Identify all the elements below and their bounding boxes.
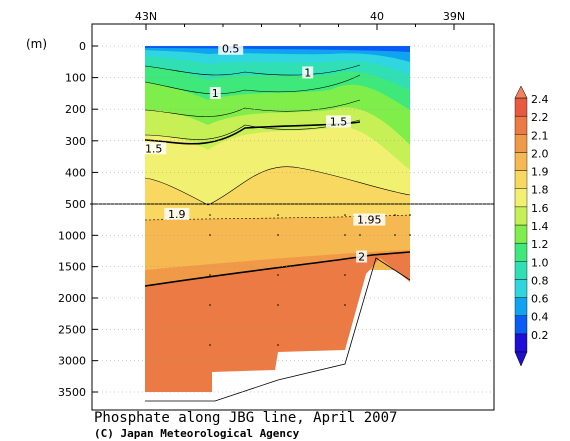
contour-label: 1.5 xyxy=(145,142,163,155)
contour-label: 1.95 xyxy=(357,214,382,227)
colorbar-bottom-arrow xyxy=(514,351,528,367)
colorbar-swatch xyxy=(514,134,528,153)
y-tick-label: 3500 xyxy=(58,386,86,399)
y-unit-label: (m) xyxy=(26,37,47,51)
colorbar: 0.2 0.4 0.6 0.8 1.0 1.2 1.4 1.6 1.8 1.9 2.0 2.1 2.2 2… xyxy=(514,85,549,367)
colorbar-swatch xyxy=(514,170,528,189)
colorbar-swatch xyxy=(514,297,528,316)
colorbar-label: 1.8 xyxy=(531,184,549,197)
contour-label: 1 xyxy=(212,87,219,100)
station-markers xyxy=(209,214,411,346)
colorbar-label: 1.9 xyxy=(531,166,549,179)
contour-label-bg xyxy=(353,213,386,226)
contour-label-bg xyxy=(326,115,351,128)
credit-line: (C) Japan Meteorological Agency xyxy=(94,427,300,440)
y-tick-label: 2000 xyxy=(58,292,86,305)
chart-title: Phosphate along JBG line, April 2007 xyxy=(94,410,397,426)
x-axis: 43N 40 39N xyxy=(135,10,465,30)
y-axis: 0 100 200 300 400 500 1000 1500 2000 2500 3000 3500 xyxy=(58,40,494,399)
colorbar-swatch xyxy=(514,279,528,298)
contour-label: 1 xyxy=(304,66,311,79)
y-tick-label: 0 xyxy=(79,40,86,53)
colorbar-label: 1.0 xyxy=(531,256,549,269)
y-tick-label: 400 xyxy=(65,166,86,179)
y-tick-label: 100 xyxy=(65,72,86,85)
colorbar-label: 0.2 xyxy=(531,329,549,342)
colorbar-swatch xyxy=(514,315,528,335)
contour-label: 2 xyxy=(358,251,365,264)
colorbar-swatch xyxy=(514,261,528,280)
x-tick-label: 40 xyxy=(370,10,384,23)
colorbar-label: 2.1 xyxy=(531,129,549,142)
colorbar-label: 1.6 xyxy=(531,202,549,215)
y-tick-label: 1500 xyxy=(58,261,86,274)
contour-label-bg xyxy=(164,207,190,220)
y-tick-label: 1000 xyxy=(58,229,86,242)
contour-label-bg xyxy=(218,42,244,55)
contour-lines xyxy=(144,64,411,221)
x-tick-label: 39N xyxy=(443,10,465,23)
colorbar-label: 2.0 xyxy=(531,147,549,160)
colorbar-label: 1.2 xyxy=(531,238,549,251)
colorbar-swatch xyxy=(514,188,528,208)
contour-labels: 0.5 1 1 1.5 1.5 1.9 1.95 2 xyxy=(141,42,386,264)
colorbar-label: 0.8 xyxy=(531,274,549,287)
colorbar-swatch xyxy=(514,97,528,117)
y-tick-label: 200 xyxy=(65,103,86,116)
contour-label: 1.9 xyxy=(168,208,186,221)
contour-label-bg xyxy=(141,142,167,155)
y-tick-label: 3000 xyxy=(58,355,86,368)
contour-label-bg xyxy=(302,66,314,79)
colorbar-swatch xyxy=(514,224,528,244)
colorbar-label: 2.2 xyxy=(531,111,549,124)
colorbar-label: 0.4 xyxy=(531,311,549,324)
x-tick-label: 43N xyxy=(135,10,157,23)
colorbar-label: 2.4 xyxy=(531,93,549,106)
y-tick-label: 500 xyxy=(65,198,86,211)
y-tick-label: 300 xyxy=(65,135,86,148)
colorbar-label: 0.6 xyxy=(531,293,549,306)
colorbar-top-arrow xyxy=(514,85,528,99)
colorbar-swatch xyxy=(514,333,528,353)
contour-label: 0.5 xyxy=(222,43,240,56)
contour-label-bg xyxy=(356,250,368,263)
seafloor-outline xyxy=(145,257,411,402)
colorbar-swatch xyxy=(514,242,528,262)
colorbar-swatch xyxy=(514,115,528,135)
y-tick-label: 2500 xyxy=(58,323,86,336)
plot-frame xyxy=(91,23,495,411)
colorbar-swatch xyxy=(514,206,528,226)
contour-label: 1.5 xyxy=(330,115,348,128)
colorbar-label: 1.4 xyxy=(531,220,549,233)
colorbar-swatch xyxy=(514,152,528,171)
contour-label-bg xyxy=(209,86,221,99)
